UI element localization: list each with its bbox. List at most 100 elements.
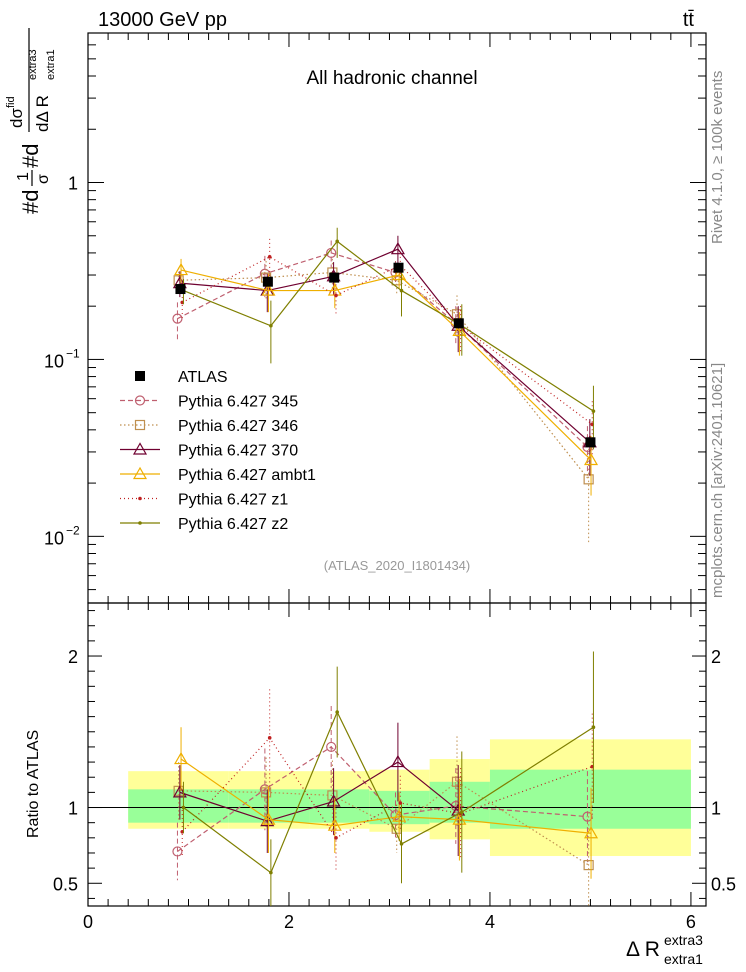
data-point-ratio (583, 859, 594, 871)
ylabel-part: extra1 (45, 49, 57, 80)
y-tick-label-main: 1 (68, 174, 78, 194)
data-point-ratio (392, 809, 407, 822)
legend-label: Pythia 6.427 z1 (178, 492, 288, 509)
series-pythia-6-427-346 (173, 258, 594, 906)
ylabel-part: #d (18, 190, 43, 214)
atlas-data-point (262, 276, 273, 287)
ylabel-part: dΔ R (33, 95, 52, 132)
legend-label: Pythia 6.427 z2 (178, 516, 288, 533)
data-point-ratio (181, 805, 186, 810)
series-line-ratio (183, 710, 594, 874)
data-point-main (583, 474, 594, 485)
y-tick-label-ratio-right: 0.5 (711, 874, 736, 894)
data-point-ratio (326, 794, 341, 807)
atlas-data-point (393, 262, 404, 273)
y-tick-label-exponent: −1 (66, 346, 80, 360)
data-point-main (584, 452, 599, 466)
data-point-ratio (261, 812, 276, 825)
header-right: tt̄ (683, 9, 695, 31)
atlas-data-point (453, 318, 464, 329)
y-tick-label-main: 10 (44, 528, 64, 548)
data-point-main (174, 262, 189, 276)
data-point-ratio (390, 754, 405, 768)
y-tick-label-ratio-right: 2 (711, 647, 721, 667)
legend: ATLAS Pythia 6.427 345 Pythia 6.427 346 Pyt… (120, 369, 316, 533)
data-point-ratio (450, 800, 461, 812)
x-axis-title-main: Δ R (626, 938, 660, 961)
x-axis-title-sub: extra1 (664, 951, 703, 967)
analysis-label: (ATLAS_2020_I1801434) (324, 558, 470, 573)
data-point-ratio (390, 809, 401, 821)
data-point-ratio (269, 870, 273, 875)
atlas-data-point (329, 272, 340, 283)
x-axis-title: Δ R extra3 extra1 (626, 932, 703, 967)
y-tick-label-main: 10 (44, 351, 64, 371)
series-line-main (177, 252, 588, 448)
x-tick-label: 0 (83, 912, 93, 932)
legend-marker (135, 371, 145, 381)
atlas-data-point (585, 437, 596, 448)
data-point-ratio (172, 846, 183, 857)
side-label-top: Rivet 4.1.0, ≥ 100k events (709, 71, 726, 244)
data-point-ratio (460, 810, 464, 814)
data-point-main (335, 239, 339, 244)
ratio-band-inner (489, 769, 691, 829)
data-point-ratio (335, 710, 339, 714)
header-left: 13000 GeV pp (98, 9, 227, 31)
ylabel-part: #d (18, 144, 43, 168)
data-point-main (452, 323, 467, 336)
series-pythia-6-427-z2 (181, 227, 596, 906)
legend-label: Pythia 6.427 ambt1 (178, 467, 316, 484)
series-line-main (183, 240, 594, 412)
data-point-main (334, 293, 338, 298)
data-point-ratio (452, 812, 467, 825)
data-point-ratio (398, 801, 403, 805)
data-point-main (399, 288, 404, 293)
y-tick-label-ratio: 0.5 (53, 874, 78, 894)
data-point-ratio (327, 818, 342, 831)
data-point-ratio (267, 736, 272, 740)
atlas-data-point (175, 284, 186, 295)
legend-marker (132, 442, 148, 455)
legend-label: Pythia 6.427 345 (178, 394, 298, 411)
channel-annotation: All hadronic channel (306, 68, 477, 89)
legend-marker (134, 395, 146, 406)
data-point-ratio (260, 787, 272, 798)
series-layer (172, 227, 599, 906)
y-tick-label-exponent: −2 (66, 523, 80, 537)
legend-label: Pythia 6.427 370 (178, 443, 298, 460)
data-point-main (261, 283, 276, 296)
data-point-ratio (582, 811, 593, 822)
data-point-main (390, 241, 405, 255)
data-point-main (392, 267, 407, 281)
data-point-ratio (172, 785, 187, 798)
y-tick-label-ratio-right: 1 (711, 799, 721, 819)
legend-label: ATLAS (178, 369, 228, 386)
data-point-ratio (259, 784, 270, 795)
ylabel-part: fid (5, 96, 17, 108)
data-point-ratio (334, 836, 338, 840)
data-point-ratio (327, 790, 338, 801)
x-tick-label: 4 (485, 912, 495, 932)
x-tick-label: 6 (686, 912, 696, 932)
ratio-plot-frame (87, 602, 707, 907)
data-point-ratio (326, 741, 337, 753)
data-point-ratio (174, 751, 189, 765)
side-label-bottom: mcplots.cern.ch [arXiv:2401.10621] (709, 363, 726, 598)
legend-label: Pythia 6.427 346 (178, 418, 298, 435)
ylabel-part: 1 (15, 172, 32, 181)
x-axis-title-sup: extra3 (664, 932, 703, 948)
data-point-ratio (399, 842, 404, 846)
series-line-main (178, 271, 590, 480)
series-line-main (180, 269, 592, 461)
series-atlas (175, 262, 596, 448)
data-point-main (267, 255, 272, 259)
ylabel-part: extra3 (27, 49, 39, 80)
y-tick-label-ratio: 2 (68, 647, 78, 667)
legend-marker (134, 419, 146, 431)
y-tick-label-ratio: 1 (68, 799, 78, 819)
y-axis-ratio-title: Ratio to ATLAS (25, 730, 42, 838)
y-axis-main-title: #d 1 σ #d dσ fid dΔ R extra1 extra3 (5, 28, 57, 214)
